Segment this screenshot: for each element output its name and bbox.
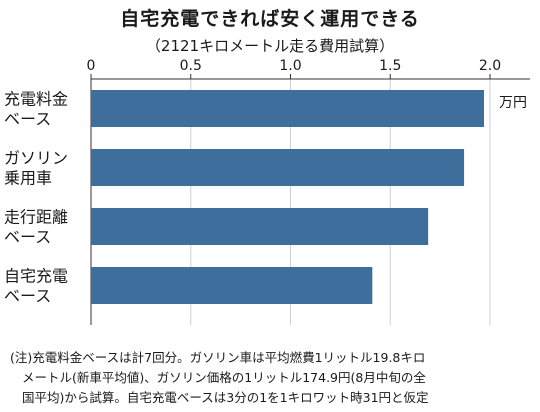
- category-label-1-line-0: ガソリン: [4, 149, 68, 168]
- chart-title: 自宅充電できれば安く運用できる: [120, 8, 420, 30]
- bar-3: [91, 267, 373, 304]
- footnote-line-2: メートル(新車平均値)、ガソリン価格の1リットル174.9円(8月中旬の全: [22, 370, 426, 385]
- category-label-3-line-0: 自宅充電: [4, 267, 68, 286]
- bar-0: [91, 90, 485, 127]
- x-tick-label-3: 1.5: [379, 58, 401, 74]
- category-label-3: 自宅充電ベース: [4, 267, 68, 306]
- bar-1: [91, 149, 465, 186]
- category-label-3-line-1: ベース: [4, 287, 51, 306]
- footnote-line-3: 国平均)から試算。自宅充電ベースは3分の1を1キロワット時31円と仮定: [22, 390, 429, 405]
- footnote-line-1: (注)充電料金ベースは計7回分。ガソリン車は平均燃費1リットル19.8キロ: [10, 350, 426, 365]
- chart-subtitle: （2121キロメートル走る費用試算）: [145, 37, 395, 55]
- bar-chart: 0 0.5 1.0 1.5 2.0万円充電料金ベースガソリン乗用車走行距離ベース自宅充電…: [4, 58, 530, 325]
- x-tick-label-0: 0: [87, 58, 96, 74]
- bar-2: [91, 208, 429, 245]
- category-label-0-line-1: ベース: [4, 110, 51, 129]
- category-label-1-line-1: 乗用車: [4, 169, 52, 188]
- category-label-0: 充電料金ベース: [4, 90, 68, 129]
- category-label-1: ガソリン乗用車: [4, 149, 68, 188]
- unit-label: 万円: [499, 95, 527, 111]
- footnote: (注)充電料金ベースは計7回分。ガソリン車は平均燃費1リットル19.8キロ メー…: [2, 348, 532, 408]
- category-label-2-line-1: ベース: [4, 228, 51, 247]
- x-tick-label-1: 0.5: [180, 58, 202, 74]
- category-label-0-line-0: 充電料金: [4, 90, 68, 109]
- x-tick-label-2: 1.0: [279, 58, 301, 74]
- category-label-2: 走行距離ベース: [4, 208, 68, 247]
- category-label-2-line-0: 走行距離: [4, 208, 68, 227]
- x-tick-label-4: 2.0: [479, 58, 501, 74]
